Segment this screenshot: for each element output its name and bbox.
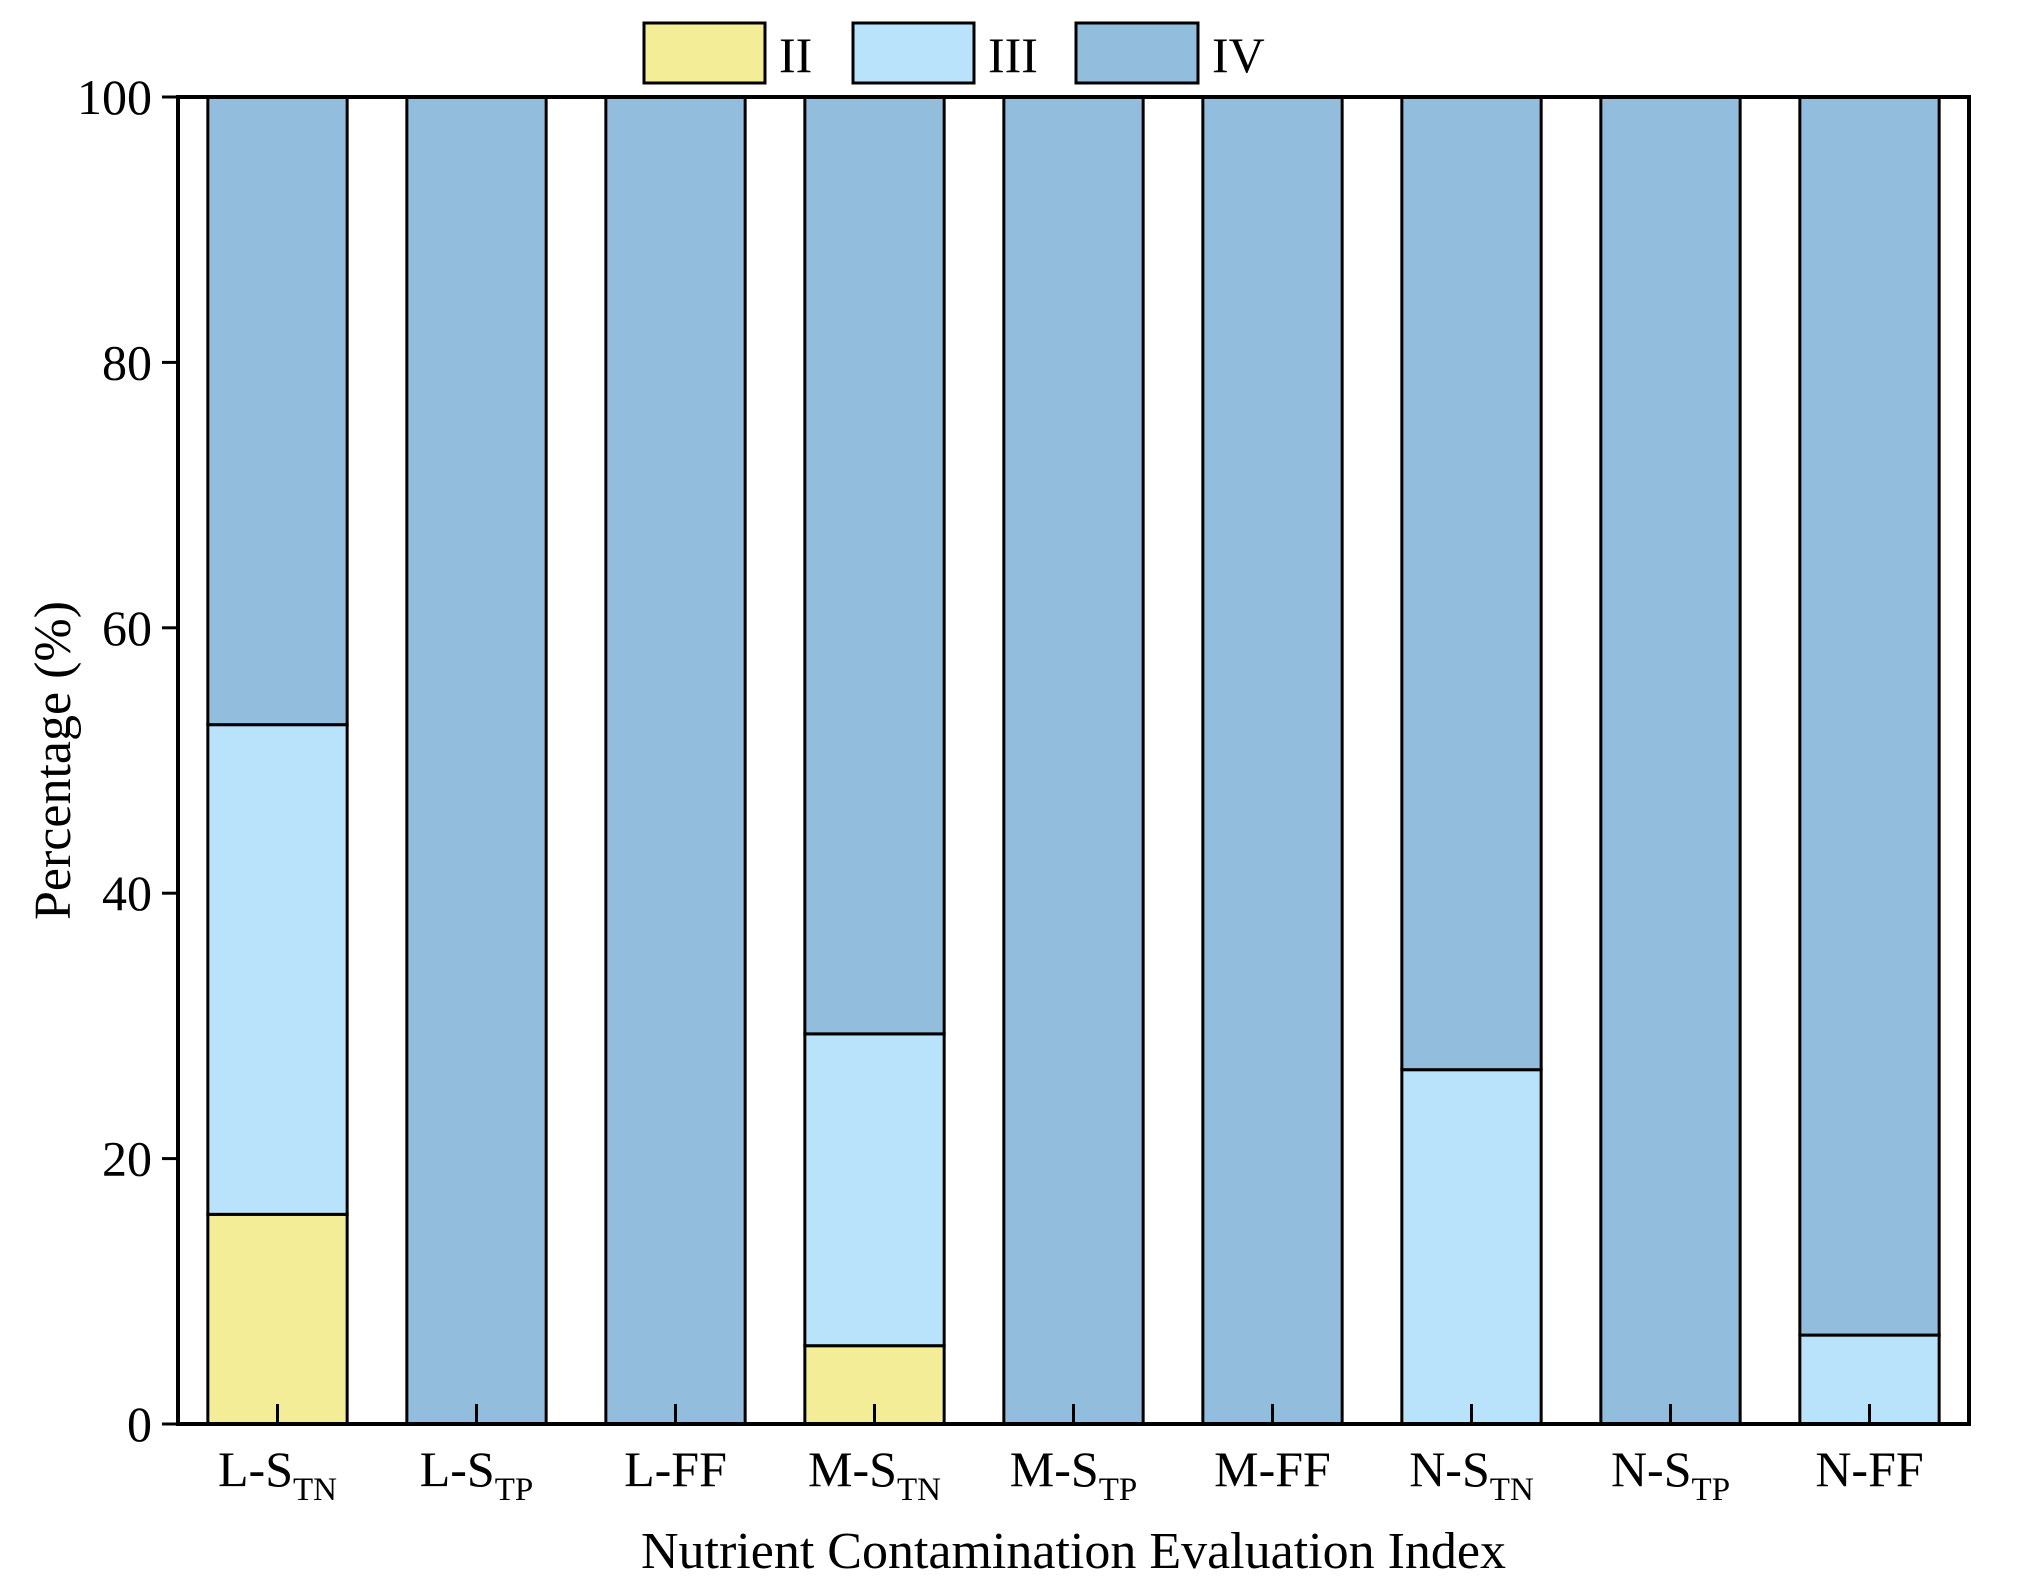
legend-label-ii: II [779, 27, 812, 83]
bar-n-ff-iv [1798, 95, 1941, 1337]
x-tick-label-l-stn: L-STN [218, 1441, 337, 1508]
bar-m-ff-iv [1201, 95, 1344, 1426]
legend: II III IV [642, 21, 1265, 85]
y-tick-label-40: 40 [102, 865, 152, 921]
y-tick-label-80: 80 [102, 334, 152, 390]
x-tick-label-m-ff: M-FF [1214, 1441, 1331, 1497]
x-tick-label-n-stp: N-STP [1611, 1441, 1730, 1508]
y-axis: 0 20 40 60 80 100 [77, 69, 178, 1452]
bar-l-stn-iii [206, 723, 349, 1216]
y-axis-title: Percentage (%) [25, 601, 82, 920]
y-tick-label-20: 20 [102, 1131, 152, 1187]
bar-l-stn-iv [206, 95, 349, 727]
bar-l-stn-ii [206, 1212, 349, 1426]
x-axis-title: Nutrient Contamination Evaluation Index [641, 1523, 1506, 1580]
y-tick-label-0: 0 [127, 1396, 152, 1452]
legend-swatch-ii [642, 21, 767, 85]
x-axis: L-STN L-STP L-FF M-STN M-STP M-FF N-STN N-STP N-… [218, 1404, 1924, 1508]
x-tick-label-n-ff: N-FF [1815, 1441, 1923, 1497]
legend-swatch-iii [851, 21, 976, 85]
x-tick-label-l-stp: L-STP [420, 1441, 534, 1508]
legend-label-iii: III [988, 27, 1038, 83]
x-tick-label-n-stn: N-STN [1409, 1441, 1534, 1508]
legend-swatch-iv [1074, 21, 1200, 85]
x-tick-label-m-stp: M-STP [1010, 1441, 1137, 1508]
bar-n-stp-iv [1599, 95, 1742, 1426]
bar-l-ff-iv [604, 95, 747, 1426]
bar-m-stn-iii [803, 1032, 946, 1348]
bars-group [206, 95, 1941, 1426]
bar-m-stn-iv [803, 95, 946, 1036]
y-tick-label-60: 60 [102, 600, 152, 656]
bar-l-stp-iv [405, 95, 548, 1426]
bar-n-stn-iii [1400, 1068, 1543, 1426]
x-tick-label-m-stn: M-STN [808, 1441, 941, 1508]
y-tick-label-100: 100 [77, 69, 152, 125]
legend-label-iv: IV [1212, 27, 1265, 83]
x-tick-label-l-ff: L-FF [624, 1441, 727, 1497]
bar-n-stn-iv [1400, 95, 1543, 1072]
bar-m-stp-iv [1002, 95, 1145, 1426]
